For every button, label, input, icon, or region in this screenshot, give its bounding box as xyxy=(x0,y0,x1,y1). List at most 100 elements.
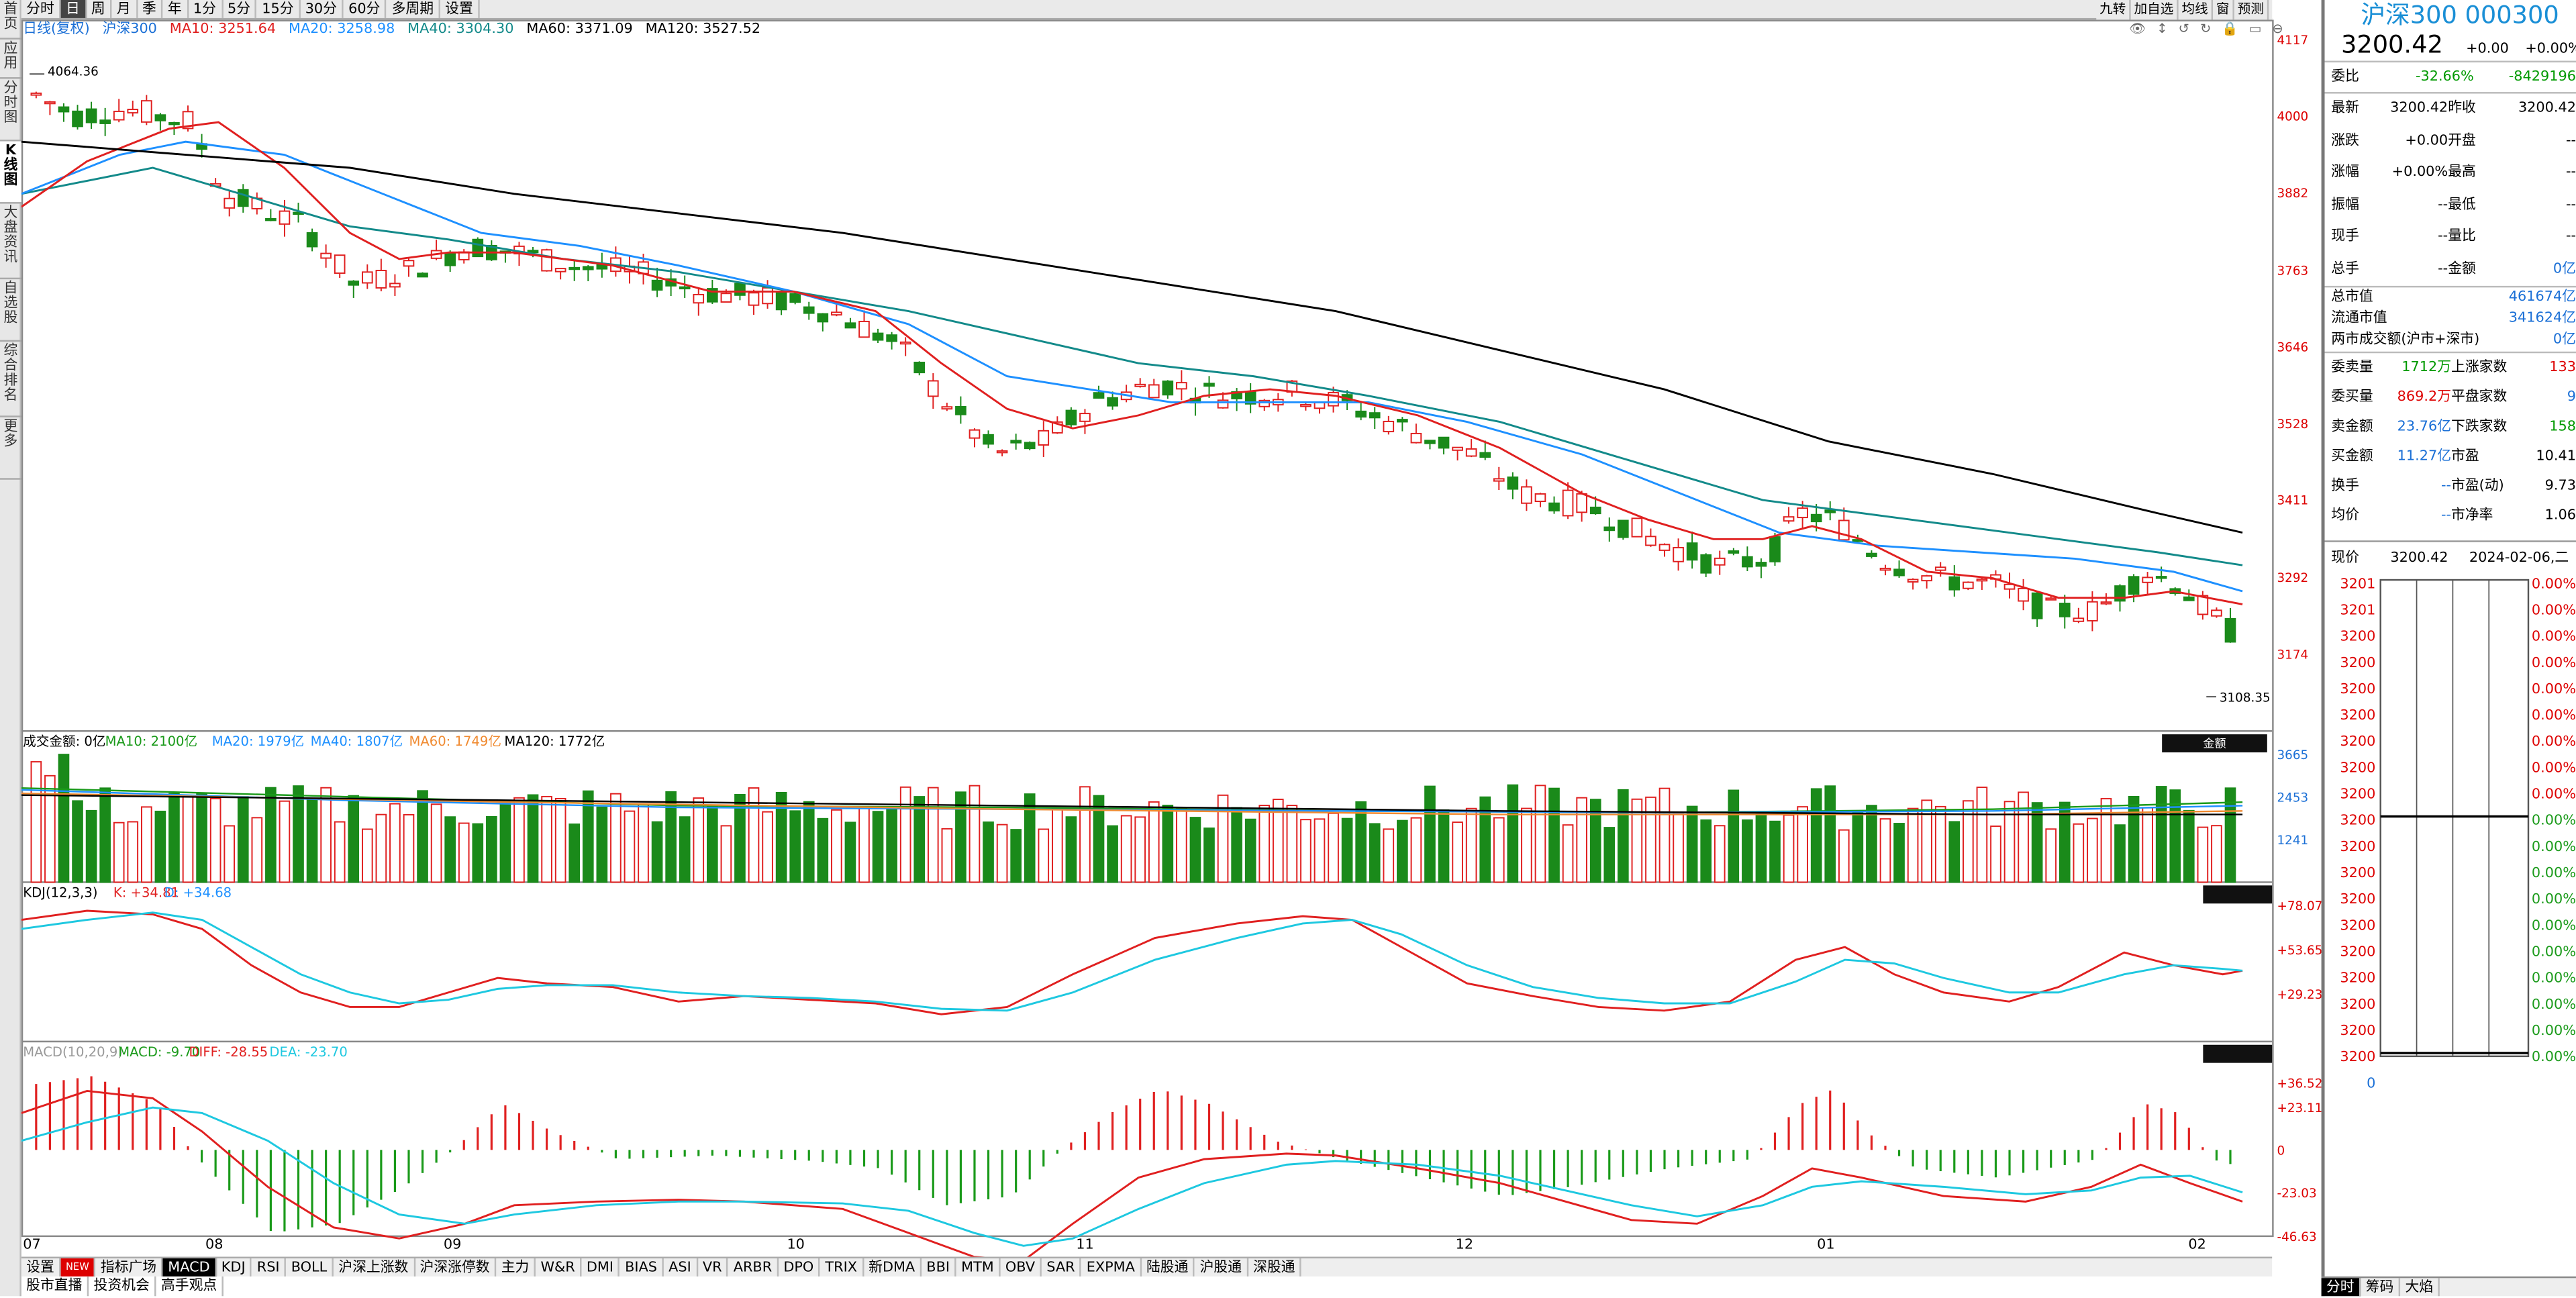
indicator-tab-1[interactable]: NEW xyxy=(60,1258,96,1277)
news-tab-0[interactable]: 股市直播 xyxy=(21,1276,89,1297)
market-cap-rows: 总市值 461674亿 流通市值 341624亿 两市成交额(沪市+深市) 0亿 xyxy=(2324,285,2576,352)
toolbar-btn-4[interactable]: 预测 xyxy=(2234,0,2269,20)
period-tab-0[interactable]: 分时 xyxy=(21,0,61,18)
ma120-line xyxy=(21,140,2243,534)
indicator-tab-26[interactable]: 深股通 xyxy=(1248,1258,1302,1277)
left-tab-1[interactable]: 应用 xyxy=(0,40,21,79)
indicator-tab-12[interactable]: BIAS xyxy=(620,1258,664,1277)
left-tab-6[interactable]: 综合排名 xyxy=(0,342,21,417)
indicator-tab-13[interactable]: ASI xyxy=(664,1258,698,1277)
period-tab-5[interactable]: 年 xyxy=(163,0,189,18)
period-tab-10[interactable]: 60分 xyxy=(344,0,387,18)
toolbar-btn-2[interactable]: 均线 xyxy=(2179,0,2214,20)
candle-body xyxy=(2018,587,2029,602)
candle-body xyxy=(1645,536,1656,546)
indicator-tab-15[interactable]: ARBR xyxy=(728,1258,779,1277)
mini-left-label: 3200 xyxy=(2340,1048,2375,1064)
volume-bar xyxy=(72,800,83,883)
ma40-line xyxy=(21,166,2243,566)
indicator-tab-7[interactable]: 沪深上涨数 xyxy=(334,1258,415,1277)
period-tab-9[interactable]: 30分 xyxy=(300,0,344,18)
volume-bar xyxy=(44,775,56,883)
quote-cell: 最低 xyxy=(2448,196,2476,213)
volume-bar xyxy=(1093,795,1105,883)
indicator-tab-9[interactable]: 主力 xyxy=(496,1258,536,1277)
toolbar-btn-3[interactable]: 窗 xyxy=(2213,0,2234,20)
news-tab-2[interactable]: 高手观点 xyxy=(156,1276,224,1297)
indicator-tab-17[interactable]: TRIX xyxy=(820,1258,864,1277)
mini-left-label: 3200 xyxy=(2340,944,2375,960)
indicator-tab-10[interactable]: W&R xyxy=(536,1258,582,1277)
chart-canvas[interactable]: 4117 4000 3882 3763 3646 3528 3411 3292 3174 4064… xyxy=(21,19,2322,1257)
candle-body xyxy=(1479,452,1491,458)
indicator-tab-24[interactable]: 陆股通 xyxy=(1142,1258,1195,1277)
indicator-tab-23[interactable]: EXPMA xyxy=(1081,1258,1142,1277)
volume-ma120 xyxy=(21,794,2243,815)
candle-body xyxy=(651,279,663,291)
quote-cell: 0亿 xyxy=(2553,260,2576,277)
toolbar-btn-1[interactable]: 加自选 xyxy=(2131,0,2179,20)
chart-tool-icons[interactable]: 👁 ↕ ↺ ↻ 🔒 ▭ ⊖ xyxy=(2129,21,2287,36)
period-tab-11[interactable]: 多周期 xyxy=(387,0,440,18)
indicator-tab-4[interactable]: KDJ xyxy=(216,1258,252,1277)
period-tab-8[interactable]: 15分 xyxy=(257,0,301,18)
indicator-tab-2[interactable]: 指标广场 xyxy=(96,1258,163,1277)
left-tab-0[interactable]: 首页 xyxy=(0,0,21,40)
quote-row: 振幅 -- 最低 -- xyxy=(2324,190,2576,222)
news-tab-1[interactable]: 投资机会 xyxy=(89,1276,156,1297)
volume-bar xyxy=(375,813,387,883)
kdj-k-line xyxy=(21,909,2243,1015)
quote-cell: 金额 xyxy=(2448,260,2476,277)
candle-body xyxy=(237,189,249,207)
indicator-tab-21[interactable]: OBV xyxy=(1001,1258,1042,1277)
period-tab-2[interactable]: 周 xyxy=(87,0,112,18)
left-tab-5[interactable]: 自选股 xyxy=(0,279,21,342)
x-axis-tick: 12 xyxy=(1455,1237,1474,1254)
period-tab-12[interactable]: 设置 xyxy=(440,0,480,18)
indicator-tab-8[interactable]: 沪深涨停数 xyxy=(415,1258,497,1277)
indicator-tab-22[interactable]: SAR xyxy=(1042,1258,1082,1277)
stat-cell: 1712万 xyxy=(2401,360,2452,377)
price-axis-label: 4117 xyxy=(2277,34,2309,48)
weibi-value: -8429196 xyxy=(2508,68,2576,86)
indicator-tab-25[interactable]: 沪股通 xyxy=(1195,1258,1248,1277)
candle-body xyxy=(348,281,360,286)
candle-body xyxy=(30,92,42,96)
right-bottom-tab-1[interactable]: 筹码 xyxy=(2361,1278,2401,1297)
candle-body xyxy=(2031,592,2043,619)
period-tab-1[interactable]: 日 xyxy=(60,0,87,18)
indicator-tab-11[interactable]: DMI xyxy=(582,1258,620,1277)
left-tab-7[interactable]: 更多 xyxy=(0,417,21,480)
candle-body xyxy=(527,250,539,254)
period-tab-4[interactable]: 季 xyxy=(138,0,163,18)
period-tab-3[interactable]: 月 xyxy=(112,0,138,18)
candle-body xyxy=(817,313,829,323)
stat-cell: 158 xyxy=(2549,419,2576,436)
indicator-tab-16[interactable]: DPO xyxy=(779,1258,821,1277)
mini-right-label: 0.00% xyxy=(2532,1022,2576,1038)
indicator-tab-3[interactable]: MACD xyxy=(162,1258,217,1277)
stat-row: 买金额 11.27亿 市盈 10.41 xyxy=(2324,442,2576,471)
period-tab-6[interactable]: 1分 xyxy=(188,0,223,18)
left-tab-2[interactable]: 分时图 xyxy=(0,79,21,142)
candle-body xyxy=(361,271,373,284)
mini-left-label: 3200 xyxy=(2340,786,2375,802)
toolbar-btn-0[interactable]: 九转 xyxy=(2096,0,2131,20)
candle-body xyxy=(1507,477,1519,490)
volume-bar xyxy=(499,800,511,883)
indicator-tab-18[interactable]: 新DMA xyxy=(864,1258,922,1277)
indicator-tab-14[interactable]: VR xyxy=(698,1258,729,1277)
indicator-tab-6[interactable]: BOLL xyxy=(286,1258,334,1277)
indicator-tab-5[interactable]: RSI xyxy=(252,1258,287,1277)
period-tab-7[interactable]: 5分 xyxy=(223,0,257,18)
volume-badge-bg xyxy=(2162,734,2267,753)
volume-bar xyxy=(1424,785,1436,883)
left-tab-3[interactable]: K线图 xyxy=(0,141,21,204)
indicator-tab-19[interactable]: BBI xyxy=(922,1258,956,1277)
right-bottom-tab-0[interactable]: 分时 xyxy=(2321,1278,2361,1297)
left-tab-4[interactable]: 大盘资讯 xyxy=(0,204,21,280)
right-bottom-tab-2[interactable]: 大焰 xyxy=(2400,1278,2440,1297)
indicator-tab-20[interactable]: MTM xyxy=(956,1258,1001,1277)
indicator-tab-0[interactable]: 设置 xyxy=(21,1258,61,1277)
volume-bar xyxy=(665,791,677,883)
